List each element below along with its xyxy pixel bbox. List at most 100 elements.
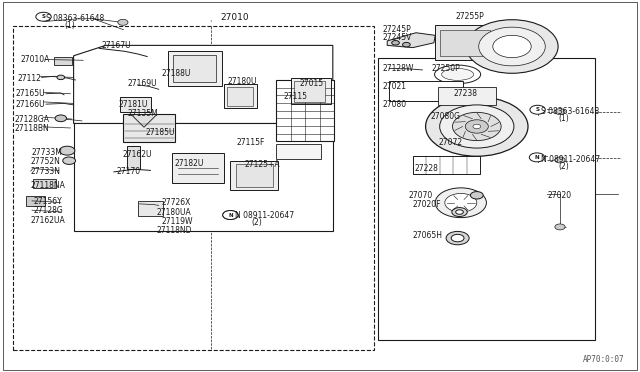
Bar [227, 87, 253, 106]
Circle shape [452, 208, 467, 217]
Text: (2): (2) [252, 218, 262, 227]
Bar [294, 81, 325, 102]
Text: 27238: 27238 [453, 89, 477, 98]
Text: 27020: 27020 [547, 191, 572, 200]
Circle shape [555, 109, 565, 115]
Text: (1): (1) [558, 114, 569, 123]
Text: S 08363-61648: S 08363-61648 [46, 14, 104, 23]
Text: 27115F: 27115F [237, 138, 265, 147]
Circle shape [392, 41, 399, 45]
Circle shape [530, 105, 545, 114]
Text: 27181U: 27181U [118, 100, 148, 109]
Text: 27156Y: 27156Y [34, 197, 63, 206]
Bar [173, 55, 216, 82]
Bar [438, 87, 496, 105]
Text: 27015: 27015 [300, 79, 324, 88]
Text: N 08911-20647: N 08911-20647 [235, 211, 294, 219]
Circle shape [223, 211, 238, 219]
Text: 27072: 27072 [438, 138, 463, 147]
Bar [74, 123, 333, 231]
Text: 27166U: 27166U [16, 100, 45, 109]
Text: 27250P: 27250P [432, 64, 461, 73]
Circle shape [445, 193, 477, 212]
Text: AP70:0:07: AP70:0:07 [582, 355, 624, 364]
Text: 27021: 27021 [383, 82, 407, 91]
Bar [435, 25, 496, 60]
Circle shape [466, 20, 558, 73]
Bar [127, 146, 140, 169]
Circle shape [456, 210, 463, 214]
Text: 27733M: 27733M [32, 148, 63, 157]
Bar [26, 196, 45, 206]
Text: 27182U: 27182U [174, 159, 204, 168]
Text: S: S [536, 107, 540, 112]
Bar [276, 80, 334, 141]
Text: N: N [534, 155, 540, 160]
Circle shape [60, 146, 75, 155]
Circle shape [435, 188, 486, 218]
Bar [230, 161, 278, 190]
Text: 27080G: 27080G [430, 112, 460, 121]
Circle shape [473, 124, 481, 129]
Circle shape [403, 42, 410, 47]
Text: 27255P: 27255P [456, 12, 484, 21]
Bar [168, 51, 222, 86]
Text: 27080: 27080 [383, 100, 407, 109]
Text: 27065H: 27065H [413, 231, 443, 240]
Text: N 08911-20647: N 08911-20647 [541, 155, 600, 164]
Text: 27115: 27115 [284, 92, 307, 101]
Text: 27733N: 27733N [31, 167, 61, 176]
Bar [378, 58, 595, 340]
Circle shape [452, 112, 501, 141]
Text: 27180U: 27180U [227, 77, 257, 86]
Bar [13, 26, 374, 350]
Bar [224, 84, 257, 108]
Circle shape [465, 120, 488, 133]
Text: 27020F: 27020F [413, 200, 442, 209]
Text: 27135M: 27135M [128, 109, 159, 118]
Text: 27112: 27112 [18, 74, 42, 83]
Text: 27162U: 27162U [123, 150, 152, 159]
Bar [440, 30, 490, 56]
Text: 27162UA: 27162UA [31, 216, 65, 225]
Text: 27245V: 27245V [383, 33, 412, 42]
Text: 27752N: 27752N [31, 157, 61, 166]
Circle shape [118, 19, 128, 25]
Text: (2): (2) [558, 162, 569, 171]
Circle shape [446, 231, 469, 245]
Circle shape [36, 12, 51, 21]
Circle shape [57, 75, 65, 80]
Bar [236, 164, 273, 187]
Text: 27070: 27070 [408, 191, 433, 200]
Text: 27010A: 27010A [20, 55, 50, 64]
Bar [33, 179, 56, 188]
Ellipse shape [442, 68, 474, 80]
Ellipse shape [435, 65, 481, 84]
Circle shape [555, 224, 565, 230]
Text: 27119W: 27119W [161, 217, 193, 226]
Bar [123, 114, 175, 142]
Circle shape [493, 35, 531, 58]
Text: (1): (1) [64, 21, 75, 30]
Text: 27170: 27170 [116, 167, 141, 176]
Text: S: S [42, 14, 45, 19]
Circle shape [223, 211, 238, 219]
Polygon shape [387, 33, 435, 48]
Text: 27128G: 27128G [34, 206, 63, 215]
Text: 27726X: 27726X [161, 198, 191, 207]
Text: 27228: 27228 [415, 164, 438, 173]
Text: 27118BN: 27118BN [14, 124, 49, 133]
Text: 27185U: 27185U [146, 128, 175, 137]
Bar [138, 201, 163, 216]
Circle shape [426, 97, 528, 156]
Text: 27245P: 27245P [383, 25, 412, 33]
Bar [389, 81, 463, 101]
Text: N: N [228, 212, 233, 218]
Text: S 08363-61648: S 08363-61648 [541, 107, 599, 116]
Circle shape [529, 153, 545, 162]
Text: 27180UA: 27180UA [157, 208, 191, 217]
Text: 27118ND: 27118ND [157, 226, 192, 235]
Circle shape [440, 105, 514, 148]
Circle shape [63, 157, 76, 164]
Text: 27010: 27010 [221, 13, 250, 22]
